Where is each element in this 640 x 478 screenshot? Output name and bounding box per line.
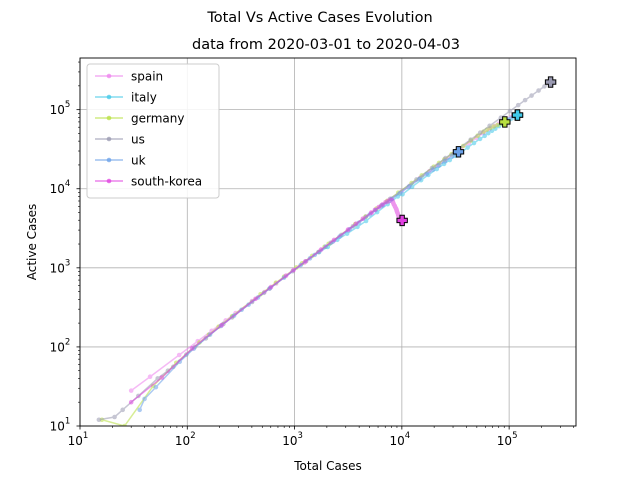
y-axis-label: Active Cases — [25, 204, 39, 281]
data-point — [112, 414, 117, 420]
y-tick-label: 105 — [50, 100, 71, 117]
legend-swatch-marker — [106, 178, 112, 184]
legend-entry-south-korea: south-korea — [95, 175, 202, 189]
plot-area — [96, 76, 557, 426]
data-point — [122, 423, 127, 426]
data-point — [128, 388, 134, 393]
legend: spain italy germany us uk south-korea — [86, 63, 220, 199]
data-point — [137, 407, 142, 413]
data-point — [507, 108, 513, 114]
x-tick-label: 103 — [282, 431, 303, 448]
data-point — [417, 176, 422, 182]
x-axis-label: Total Cases — [293, 459, 361, 473]
legend-label: germany — [131, 112, 184, 126]
data-point — [176, 352, 182, 358]
data-point — [368, 210, 374, 215]
data-point — [159, 375, 165, 380]
series-end-marker-south-korea — [396, 214, 408, 227]
data-point — [406, 184, 412, 189]
data-point — [491, 124, 497, 129]
ticks: 101 102 103 104 105 101 102 103 104 105 — [50, 61, 575, 448]
data-point — [485, 130, 491, 136]
series-line — [130, 199, 403, 403]
data-point — [522, 97, 528, 103]
data-point — [424, 171, 430, 177]
data-point — [495, 122, 500, 128]
legend-entry-germany: germany — [95, 112, 184, 126]
series-italy — [316, 112, 520, 255]
data-point — [253, 296, 258, 302]
data-point — [487, 123, 492, 129]
series-end-marker-us — [544, 76, 557, 88]
data-point — [449, 154, 455, 159]
legend-label: italy — [131, 91, 157, 105]
data-point — [465, 145, 470, 150]
y-tick-label: 101 — [50, 417, 71, 434]
series-end-marker-germany — [499, 116, 511, 128]
data-point — [189, 346, 195, 351]
series-south-korea — [128, 197, 405, 405]
data-point — [360, 216, 366, 221]
legend-label: south-korea — [131, 175, 202, 189]
data-point — [142, 396, 147, 402]
data-point — [536, 88, 541, 93]
data-point — [436, 163, 442, 168]
data-point — [128, 399, 134, 405]
legend-entry-italy: italy — [95, 91, 157, 105]
chart-subtitle: data from 2020-03-01 to 2020-04-03 — [192, 37, 460, 53]
data-point — [353, 221, 359, 227]
y-tick-label: 102 — [50, 337, 71, 354]
data-point — [477, 136, 483, 142]
legend-label: spain — [131, 70, 163, 84]
data-point — [331, 237, 337, 243]
x-tick-label: 102 — [175, 431, 196, 448]
legend-swatch-marker — [106, 136, 112, 142]
x-tick-label: 101 — [68, 431, 89, 448]
data-point — [442, 159, 448, 164]
x-tick-label: 105 — [497, 431, 518, 448]
x-tick-label: 104 — [390, 431, 411, 448]
legend-entry-uk: uk — [95, 154, 146, 168]
data-point — [482, 133, 487, 139]
data-point — [471, 140, 477, 146]
data-point — [303, 259, 308, 264]
data-point — [542, 84, 547, 89]
data-point — [397, 191, 402, 196]
legend-swatch-marker — [106, 115, 112, 121]
series-end-marker-uk — [452, 146, 465, 158]
chart-title: Total Vs Active Cases Evolution — [206, 10, 432, 26]
series-end-marker-italy — [511, 109, 524, 121]
legend-label: us — [131, 133, 145, 147]
legend-entry-spain: spain — [95, 70, 163, 84]
y-tick-label: 104 — [50, 179, 71, 196]
axes-frame — [79, 57, 577, 427]
data-point — [515, 102, 521, 108]
data-point — [372, 207, 378, 213]
data-point — [147, 374, 153, 380]
data-point — [291, 267, 296, 273]
data-point — [96, 417, 102, 423]
data-point — [529, 93, 534, 98]
data-point — [498, 115, 504, 120]
data-point — [345, 227, 351, 232]
data-point — [153, 384, 159, 390]
data-point — [219, 322, 224, 328]
data-point — [283, 273, 289, 278]
data-point — [477, 130, 483, 136]
data-point — [120, 407, 125, 413]
data-point — [430, 167, 436, 172]
data-point — [268, 284, 274, 290]
data-point — [376, 204, 382, 210]
legend-entry-us: us — [95, 133, 145, 147]
legend-swatch-marker — [106, 94, 112, 100]
legend-swatch-marker — [106, 157, 112, 163]
y-tick-label: 103 — [50, 258, 71, 275]
legend-swatch-marker — [106, 73, 112, 79]
legend-label: uk — [131, 154, 146, 168]
data-point — [318, 247, 324, 252]
data-point — [468, 137, 474, 142]
